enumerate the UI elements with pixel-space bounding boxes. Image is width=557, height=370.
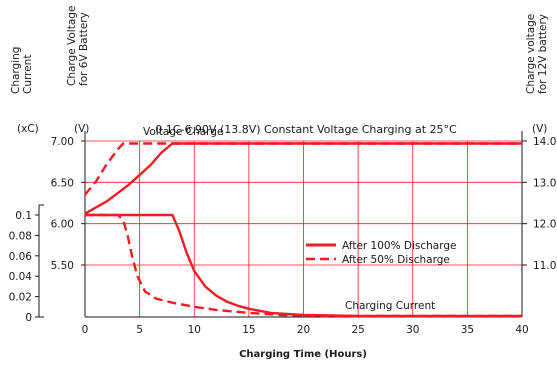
- charging-current-label: Charging Current: [345, 300, 435, 312]
- v12-tick-label-0: 11.0: [533, 260, 556, 272]
- voltage-curve-series-1: [84, 142, 522, 196]
- voltage-charge-label: Voltage Charge: [143, 126, 223, 138]
- x-tick-label-5: 5: [136, 324, 143, 336]
- chart-title: 0.1C-6.90V (13.8V) Constant Voltage Char…: [155, 123, 457, 136]
- x-tick-label-40: 40: [515, 324, 528, 336]
- v12-tick-label-2: 13.0: [533, 177, 556, 189]
- x-axis-label: Charging Time (Hours): [239, 349, 367, 360]
- x-tick-label-10: 10: [188, 324, 201, 336]
- v12-tick-label-1: 12.0: [533, 219, 556, 231]
- current-axis-title-line2: Current: [22, 55, 34, 94]
- current-tick-label-4: 0.08: [9, 230, 32, 242]
- legend-label-100: After 100% Discharge: [342, 240, 457, 252]
- current-axis-title-line1: Charging: [10, 47, 22, 94]
- tick-labels: 0 5 10 15 20 25 30 35 40 5.50 6.00 6.50 7.00 11.0 12.0…: [9, 136, 557, 336]
- x-tick-label-35: 35: [461, 324, 474, 336]
- current-axis-unit: (xC): [17, 123, 39, 135]
- legend-label-50: After 50% Discharge: [342, 254, 450, 266]
- voltage-6v-axis-title-line1: Charge Voltage: [66, 6, 78, 86]
- current-tick-label-3: 0.06: [9, 251, 33, 263]
- current-curve-series-1: [85, 213, 522, 318]
- current-curve-series-0: [85, 213, 522, 318]
- voltage-12v-axis-title-line1: Charge voltage: [525, 14, 537, 94]
- voltage-12v-axis-title-line2: for 12V battery: [537, 14, 549, 94]
- v6-tick-label-2: 6.50: [51, 177, 74, 189]
- v6-tick-label-0: 5.50: [51, 260, 74, 272]
- current-tick-label-0: 0: [25, 312, 32, 324]
- legend: After 100% Discharge After 50% Discharge: [306, 240, 457, 266]
- x-tick-label-0: 0: [82, 324, 89, 336]
- v6-tick-label-1: 6.00: [51, 219, 74, 231]
- voltage-12v-axis-unit: (V): [532, 123, 547, 135]
- v12-tick-label-3: 14.0: [533, 136, 556, 148]
- voltage-6v-axis-title-line2: for 6V Battery: [78, 12, 90, 86]
- series-curves: [84, 142, 522, 318]
- x-tick-label-25: 25: [351, 324, 364, 336]
- v6-tick-label-3: 7.00: [51, 136, 74, 148]
- x-tick-label-15: 15: [242, 324, 255, 336]
- current-tick-label-5: 0.1: [15, 210, 32, 222]
- current-tick-label-2: 0.04: [9, 271, 33, 283]
- voltage-6v-axis-unit: (V): [74, 123, 89, 135]
- grid-lines: [85, 140, 523, 317]
- x-tick-label-20: 20: [297, 324, 310, 336]
- x-tick-label-30: 30: [406, 324, 419, 336]
- current-tick-label-1: 0.02: [9, 292, 32, 304]
